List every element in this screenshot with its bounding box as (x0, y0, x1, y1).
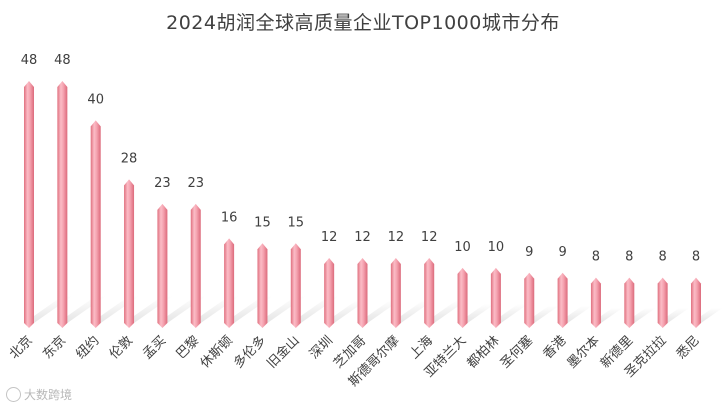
category-label: 东京 (40, 333, 69, 362)
chart-title: 2024胡润全球高质量企业TOP1000城市分布 (166, 12, 560, 34)
value-label: 8 (659, 250, 667, 265)
bar (590, 277, 601, 328)
category-label: 悉尼 (674, 333, 703, 362)
category-label: 多伦多 (230, 333, 269, 372)
value-label: 9 (525, 245, 533, 260)
bar-shadow (357, 300, 400, 323)
category-label: 圣何塞 (497, 333, 536, 372)
value-label: 15 (288, 215, 305, 230)
bar-shadow (390, 300, 434, 323)
value-label: 48 (54, 53, 71, 68)
category-label: 墨尔本 (565, 333, 603, 371)
bar-shadow (424, 300, 467, 323)
category-label: 都柏林 (465, 333, 503, 371)
bar-shadow (324, 300, 367, 323)
bar (157, 203, 168, 328)
value-label: 23 (187, 176, 204, 191)
bar (691, 277, 701, 328)
category-label: 孟买 (140, 333, 169, 362)
category-label: 北京 (7, 333, 36, 362)
bar (224, 238, 235, 328)
bar (90, 120, 101, 328)
value-label: 28 (121, 151, 138, 166)
category-label: 伦敦 (106, 333, 136, 363)
value-label: 8 (625, 250, 633, 265)
bar (324, 258, 335, 328)
category-label: 旧金山 (264, 333, 303, 372)
value-label: 8 (692, 250, 700, 265)
watermark-text: 大数跨境 (24, 388, 73, 402)
bar (124, 179, 135, 328)
value-label: 23 (154, 176, 171, 191)
bar (390, 258, 401, 328)
value-label: 8 (592, 250, 600, 265)
value-label: 9 (558, 245, 566, 260)
bar (190, 203, 201, 328)
bar (57, 81, 68, 328)
bar (490, 267, 501, 328)
bar (557, 272, 568, 328)
bar (457, 267, 468, 328)
category-label: 休斯顿 (198, 333, 236, 371)
value-label: 15 (254, 215, 271, 230)
value-label: 16 (221, 210, 238, 225)
category-label: 香港 (540, 333, 569, 362)
value-label: 12 (388, 230, 405, 245)
value-label: 10 (454, 240, 471, 255)
value-label: 40 (87, 92, 104, 107)
logo-icon (6, 387, 21, 402)
bar (624, 277, 635, 328)
value-label: 12 (354, 230, 371, 245)
value-label: 12 (421, 230, 438, 245)
bar (24, 81, 34, 328)
bar (657, 277, 668, 328)
value-label: 12 (321, 230, 338, 245)
bar (257, 243, 268, 328)
bar (290, 243, 301, 328)
value-label: 10 (488, 240, 505, 255)
category-label: 上海 (407, 333, 436, 362)
bar (357, 258, 368, 328)
bar (424, 258, 435, 328)
category-label: 深圳 (307, 333, 336, 362)
bar (524, 272, 535, 328)
value-label: 48 (21, 53, 38, 68)
watermark: 大数跨境 (6, 386, 72, 403)
category-label: 纽约 (74, 333, 103, 362)
category-label: 巴黎 (174, 333, 203, 362)
